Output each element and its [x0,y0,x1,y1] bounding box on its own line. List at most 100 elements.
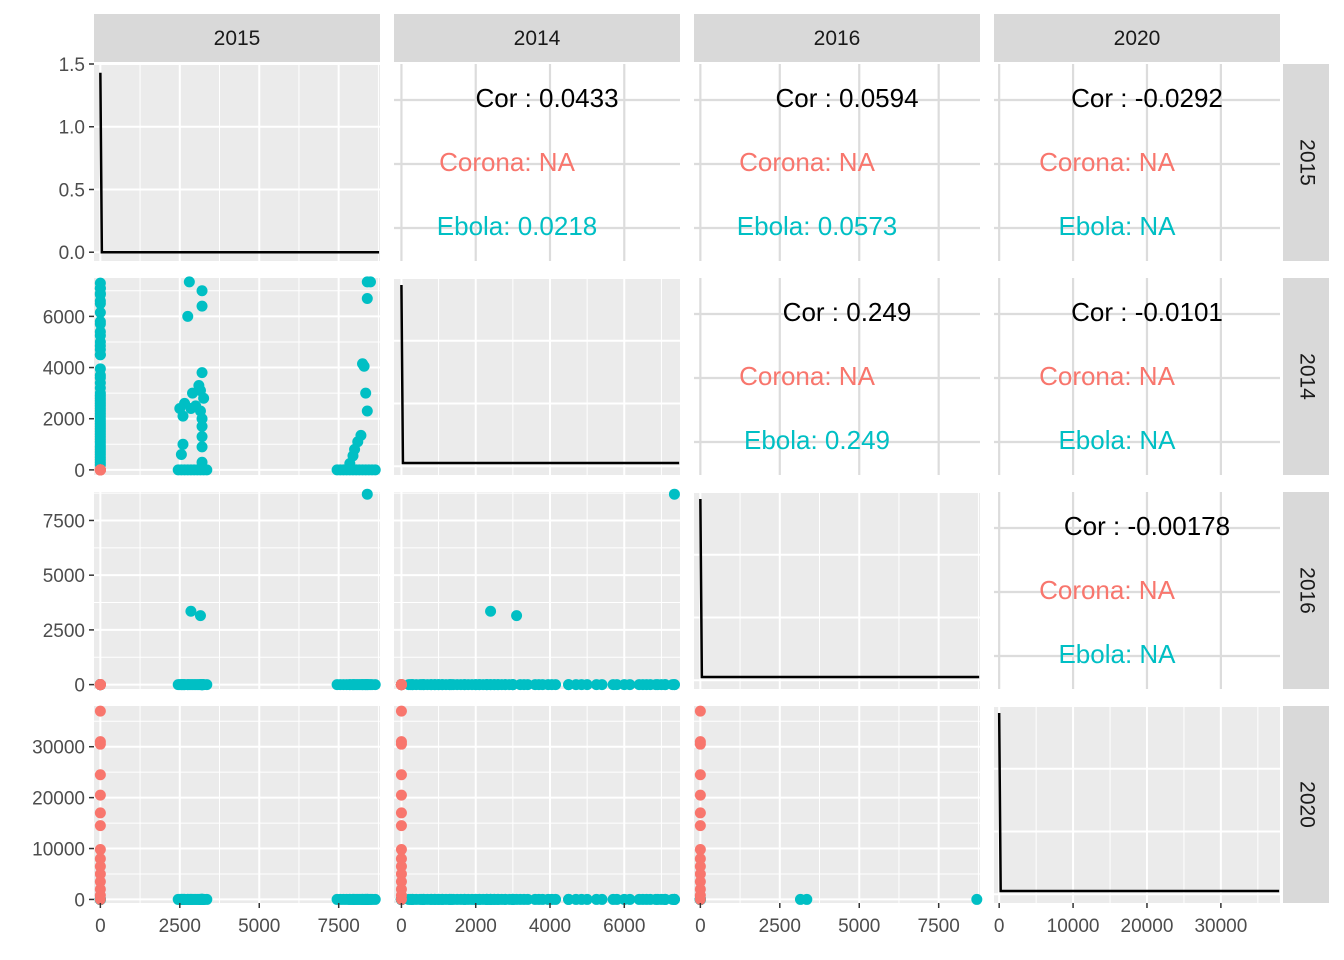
ebola-point [182,310,194,322]
y-tick-label: 4000 [43,359,85,380]
y-tick-label: 1.5 [59,55,85,76]
y-tick-label: 0.0 [59,243,85,264]
ebola-point [668,679,680,691]
row-strip-2014 [1283,278,1329,475]
corona-point [94,844,106,856]
y-tick-label: 0 [74,461,85,482]
ebola-point [624,679,636,691]
row-strip-2016 [1283,492,1329,689]
corona-point [94,893,106,905]
row-strip-label: 2014 [1295,353,1318,400]
ebola-point [94,363,106,375]
ebola-point [196,285,208,297]
corona-point [694,789,706,801]
correlation-overall: Cor : -0.0292 [1071,83,1223,113]
x-tick-label: 5000 [238,916,280,937]
corona-point [94,738,106,750]
ebola-point [361,405,373,417]
density-curve [99,72,380,254]
ebola-point [485,605,497,617]
y-tick-label: 2500 [43,621,85,642]
correlation-corona: Corona: NA [1039,361,1175,391]
x-tick-label: 0 [396,916,407,937]
y-tick-label: 5000 [43,566,85,587]
ebola-point [94,298,106,310]
ebola-point [361,276,373,288]
y-tick-label: 2000 [43,410,85,431]
column-strip-2020 [994,14,1280,62]
corona-point [94,679,106,691]
ebola-point [94,372,106,384]
column-strip-2015 [94,14,380,62]
correlation-ebola: Ebola: NA [1058,425,1176,455]
x-tick-label: 2000 [455,916,497,937]
correlation-ebola: Ebola: 0.0218 [437,211,597,241]
corona-point [694,738,706,750]
ebola-point [201,679,213,691]
corona-point [94,705,106,717]
column-strip-label: 2016 [814,27,861,50]
x-tick-label: 2500 [759,916,801,937]
ebola-point [185,402,197,414]
ebola-point [624,893,636,905]
x-tick-label: 0 [95,916,106,937]
x-tick-label: 7500 [918,916,960,937]
ebola-point [196,367,208,379]
corona-point [694,769,706,781]
density-curve [997,712,1280,893]
ebola-point [637,893,649,905]
column-strip-label: 2015 [214,27,261,50]
ebola-point [177,438,189,450]
corona-point [694,820,706,832]
scatter-panel-2020-2016 [694,705,983,905]
corona-point [694,807,706,819]
ebola-point [94,282,106,294]
correlation-corona: Corona: NA [739,147,875,177]
column-strip-2016 [694,14,980,62]
ebola-point [518,679,530,691]
ebola-point [542,893,554,905]
ebola-point [177,410,189,422]
density-panel-2015-2015 [94,63,380,261]
ebola-point [196,441,208,453]
correlation-overall: Cor : -0.0101 [1071,297,1223,327]
density-curve [400,284,680,465]
correlation-corona: Corona: NA [1039,575,1175,605]
ebola-point [668,488,680,500]
ebola-point [503,893,515,905]
ebola-point [361,488,373,500]
column-strip-label: 2014 [514,27,561,50]
ebola-point [94,318,106,330]
y-tick-label: 20000 [32,789,85,810]
ebola-point [94,390,106,402]
corona-point [395,820,407,832]
density-curve [699,498,980,679]
ebola-point [185,893,197,905]
scatter-panel-2016-2014 [394,488,680,691]
correlation-panel-2015-2014: Cor : 0.0433 Corona: NA Ebola: 0.0218 [394,64,680,261]
correlation-overall: Cor : 0.0433 [475,83,618,113]
corona-point [94,868,106,880]
ebola-point [369,893,381,905]
ebola-point [361,893,373,905]
corona-point [694,893,706,905]
correlation-panel-2014-2016: Cor : 0.249 Corona: NA Ebola: 0.249 [694,278,980,475]
ebola-point [358,360,370,372]
ebola-point [576,679,588,691]
ebola-point [529,893,541,905]
density-panel-2016-2016 [694,491,980,689]
corona-point [94,464,106,476]
corona-point [94,853,106,865]
row-strip-2015 [1283,64,1329,261]
corona-point [395,789,407,801]
ebola-point [511,610,523,622]
ebola-point [94,349,106,361]
x-tick-label: 30000 [1194,916,1247,937]
correlation-ebola: Ebola: 0.0573 [737,211,897,241]
correlation-overall: Cor : -0.00178 [1064,511,1230,541]
corona-point [94,807,106,819]
scatter-panel-2014-2015 [94,276,381,476]
y-tick-label: 0.5 [59,180,85,201]
ebola-point [503,679,515,691]
corona-point [694,705,706,717]
